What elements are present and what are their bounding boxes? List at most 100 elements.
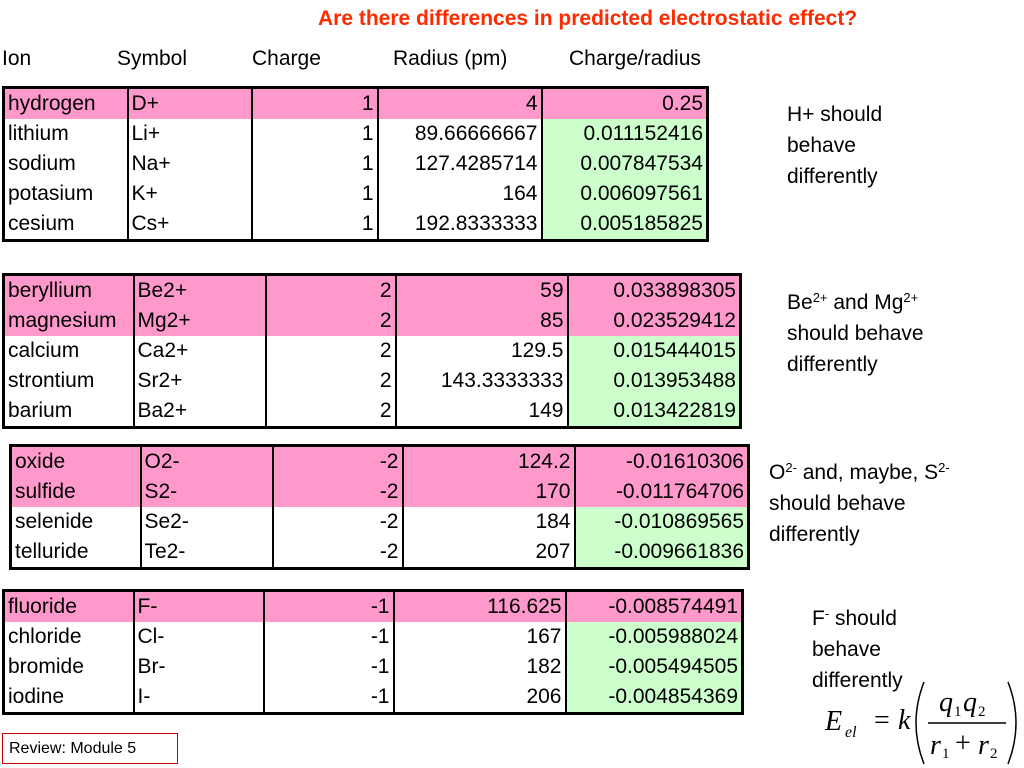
ion-row: lithium Li+ 1 89.66666667 0.011152416 — [4, 119, 708, 149]
charge-radius-cell: 0.25 — [540, 87, 708, 119]
ion-row: fluoride F- -1 116.625 -0.008574491 — [3, 590, 743, 622]
radius-cell: 206 — [392, 682, 566, 714]
symbol-cell: S2- — [139, 477, 273, 507]
ion-row: potasium K+ 1 164 0.006097561 — [4, 179, 708, 209]
note-fluoride: F- should behave differently — [812, 606, 903, 692]
symbol-cell: Te2- — [139, 537, 273, 569]
radius-cell: 89.66666667 — [376, 119, 542, 149]
radius-cell: 4 — [376, 87, 542, 119]
header-charge: Charge — [252, 47, 321, 70]
radius-cell: 170 — [401, 477, 575, 507]
ion-row: oxide O2- -2 124.2 -0.01610306 — [10, 445, 749, 477]
radius-cell: 143.3333333 — [394, 366, 568, 396]
svg-text:2: 2 — [990, 746, 998, 762]
svg-text:1: 1 — [954, 704, 962, 720]
charge-cell: -1 — [262, 622, 394, 652]
charge-radius-cell: 0.023529412 — [566, 306, 741, 336]
svg-text:r: r — [978, 730, 989, 761]
ion-table-group-1: hydrogen D+ 1 4 0.25 lithium Li+ 1 89.66666667 0.… — [2, 86, 709, 242]
symbol-cell: O2- — [139, 445, 273, 477]
symbol-cell: Ba2+ — [132, 396, 266, 428]
ion-row: cesium Cs+ 1 192.8333333 0.005185825 — [4, 209, 708, 241]
charge-cell: 1 — [250, 119, 378, 149]
symbol-cell: Ca2+ — [132, 336, 266, 366]
charge-radius-cell: 0.015444015 — [566, 336, 741, 366]
header-ion: Ion — [2, 47, 32, 70]
charge-cell: 1 — [250, 209, 378, 241]
svg-text:+: + — [955, 728, 971, 759]
radius-cell: 192.8333333 — [376, 209, 542, 241]
radius-cell: 164 — [376, 179, 542, 209]
charge-cell: -1 — [262, 652, 394, 682]
svg-text:r: r — [930, 730, 941, 761]
symbol-cell: D+ — [126, 87, 252, 119]
ion-row: calcium Ca2+ 2 129.5 0.015444015 — [4, 336, 741, 366]
radius-cell: 182 — [392, 652, 566, 682]
charge-cell: -1 — [262, 682, 394, 714]
charge-cell: 1 — [250, 87, 378, 119]
charge-cell: -2 — [271, 507, 403, 537]
charge-radius-cell: -0.01610306 — [573, 445, 749, 477]
ion-name-cell: telluride — [15, 540, 89, 563]
ion-row: sulfide S2- -2 170 -0.011764706 — [10, 477, 749, 507]
charge-radius-cell: -0.004854369 — [564, 682, 743, 714]
charge-radius-cell: 0.005185825 — [540, 209, 708, 241]
note-hydrogen: H+ should behave differently — [787, 103, 883, 188]
ion-name-cell: chloride — [8, 625, 82, 648]
charge-cell: -2 — [271, 537, 403, 569]
symbol-cell: F- — [132, 590, 264, 622]
ion-name-cell: beryllium — [3, 274, 134, 306]
charge-radius-cell: 0.007847534 — [540, 149, 708, 179]
ion-name-cell: hydrogen — [3, 87, 128, 119]
charge-cell: 2 — [264, 336, 396, 366]
charge-radius-cell: -0.009661836 — [573, 537, 749, 569]
symbol-cell: Mg2+ — [132, 306, 266, 336]
charge-radius-cell: 0.013422819 — [566, 396, 741, 428]
ion-table-group-4: fluoride F- -1 116.625 -0.008574491 chloride C… — [2, 589, 744, 715]
ion-name-cell: fluoride — [3, 590, 134, 622]
radius-cell: 124.2 — [401, 445, 575, 477]
header-radius: Radius (pm) — [393, 47, 508, 70]
charge-cell: -2 — [271, 445, 403, 477]
ion-row: bromide Br- -1 182 -0.005494505 — [4, 652, 743, 682]
charge-radius-cell: 0.033898305 — [566, 274, 741, 306]
ion-name-cell: sulfide — [10, 477, 141, 507]
ion-table-group-2: beryllium Be2+ 2 59 0.033898305 magnesium Mg2+… — [2, 273, 742, 429]
ion-row: telluride Te2- -2 207 -0.009661836 — [11, 537, 749, 569]
charge-radius-cell: 0.006097561 — [540, 179, 708, 209]
ion-row: chloride Cl- -1 167 -0.005988024 — [4, 622, 743, 652]
ion-name-cell: magnesium — [3, 306, 134, 336]
electrostatic-energy-formula: E el = k q 1 q 2 r 1 + r 2 — [824, 681, 1017, 765]
ion-row: barium Ba2+ 2 149 0.013422819 — [4, 396, 741, 428]
radius-cell: 207 — [401, 537, 575, 569]
svg-text:k: k — [898, 705, 911, 736]
review-module-label: Review: Module 5 — [2, 733, 178, 764]
header-symbol: Symbol — [117, 47, 188, 70]
charge-radius-cell: -0.011764706 — [573, 477, 749, 507]
ion-row: sodium Na+ 1 127.4285714 0.007847534 — [4, 149, 708, 179]
radius-cell: 129.5 — [394, 336, 568, 366]
charge-radius-cell: 0.013953488 — [566, 366, 741, 396]
radius-cell: 85 — [394, 306, 568, 336]
svg-text:q: q — [939, 687, 953, 718]
ion-name-cell: potasium — [8, 182, 94, 205]
charge-cell: 2 — [264, 366, 396, 396]
svg-text:2: 2 — [978, 704, 986, 720]
ion-row: hydrogen D+ 1 4 0.25 — [3, 87, 708, 119]
ion-row: selenide Se2- -2 184 -0.010869565 — [11, 507, 749, 537]
symbol-cell: Br- — [132, 652, 264, 682]
radius-cell: 149 — [394, 396, 568, 428]
svg-text:q: q — [963, 687, 977, 718]
ion-table-group-3: oxide O2- -2 124.2 -0.01610306 sulfide S2- -2 17… — [9, 444, 750, 570]
note-oxide-sulfide: O2- and, maybe, S2- should behave differ… — [769, 460, 950, 546]
radius-cell: 116.625 — [392, 590, 566, 622]
charge-cell: 1 — [250, 179, 378, 209]
charge-cell: -1 — [262, 590, 394, 622]
note-beryllium-magnesium: Be2+ and Mg2+ should behave differently — [787, 290, 924, 376]
ion-row: magnesium Mg2+ 2 85 0.023529412 — [3, 306, 741, 336]
ion-name-cell: barium — [8, 399, 73, 422]
charge-cell: -2 — [271, 477, 403, 507]
ion-name-cell: selenide — [15, 510, 94, 533]
radius-cell: 127.4285714 — [376, 149, 542, 179]
symbol-cell: Cs+ — [126, 209, 252, 241]
